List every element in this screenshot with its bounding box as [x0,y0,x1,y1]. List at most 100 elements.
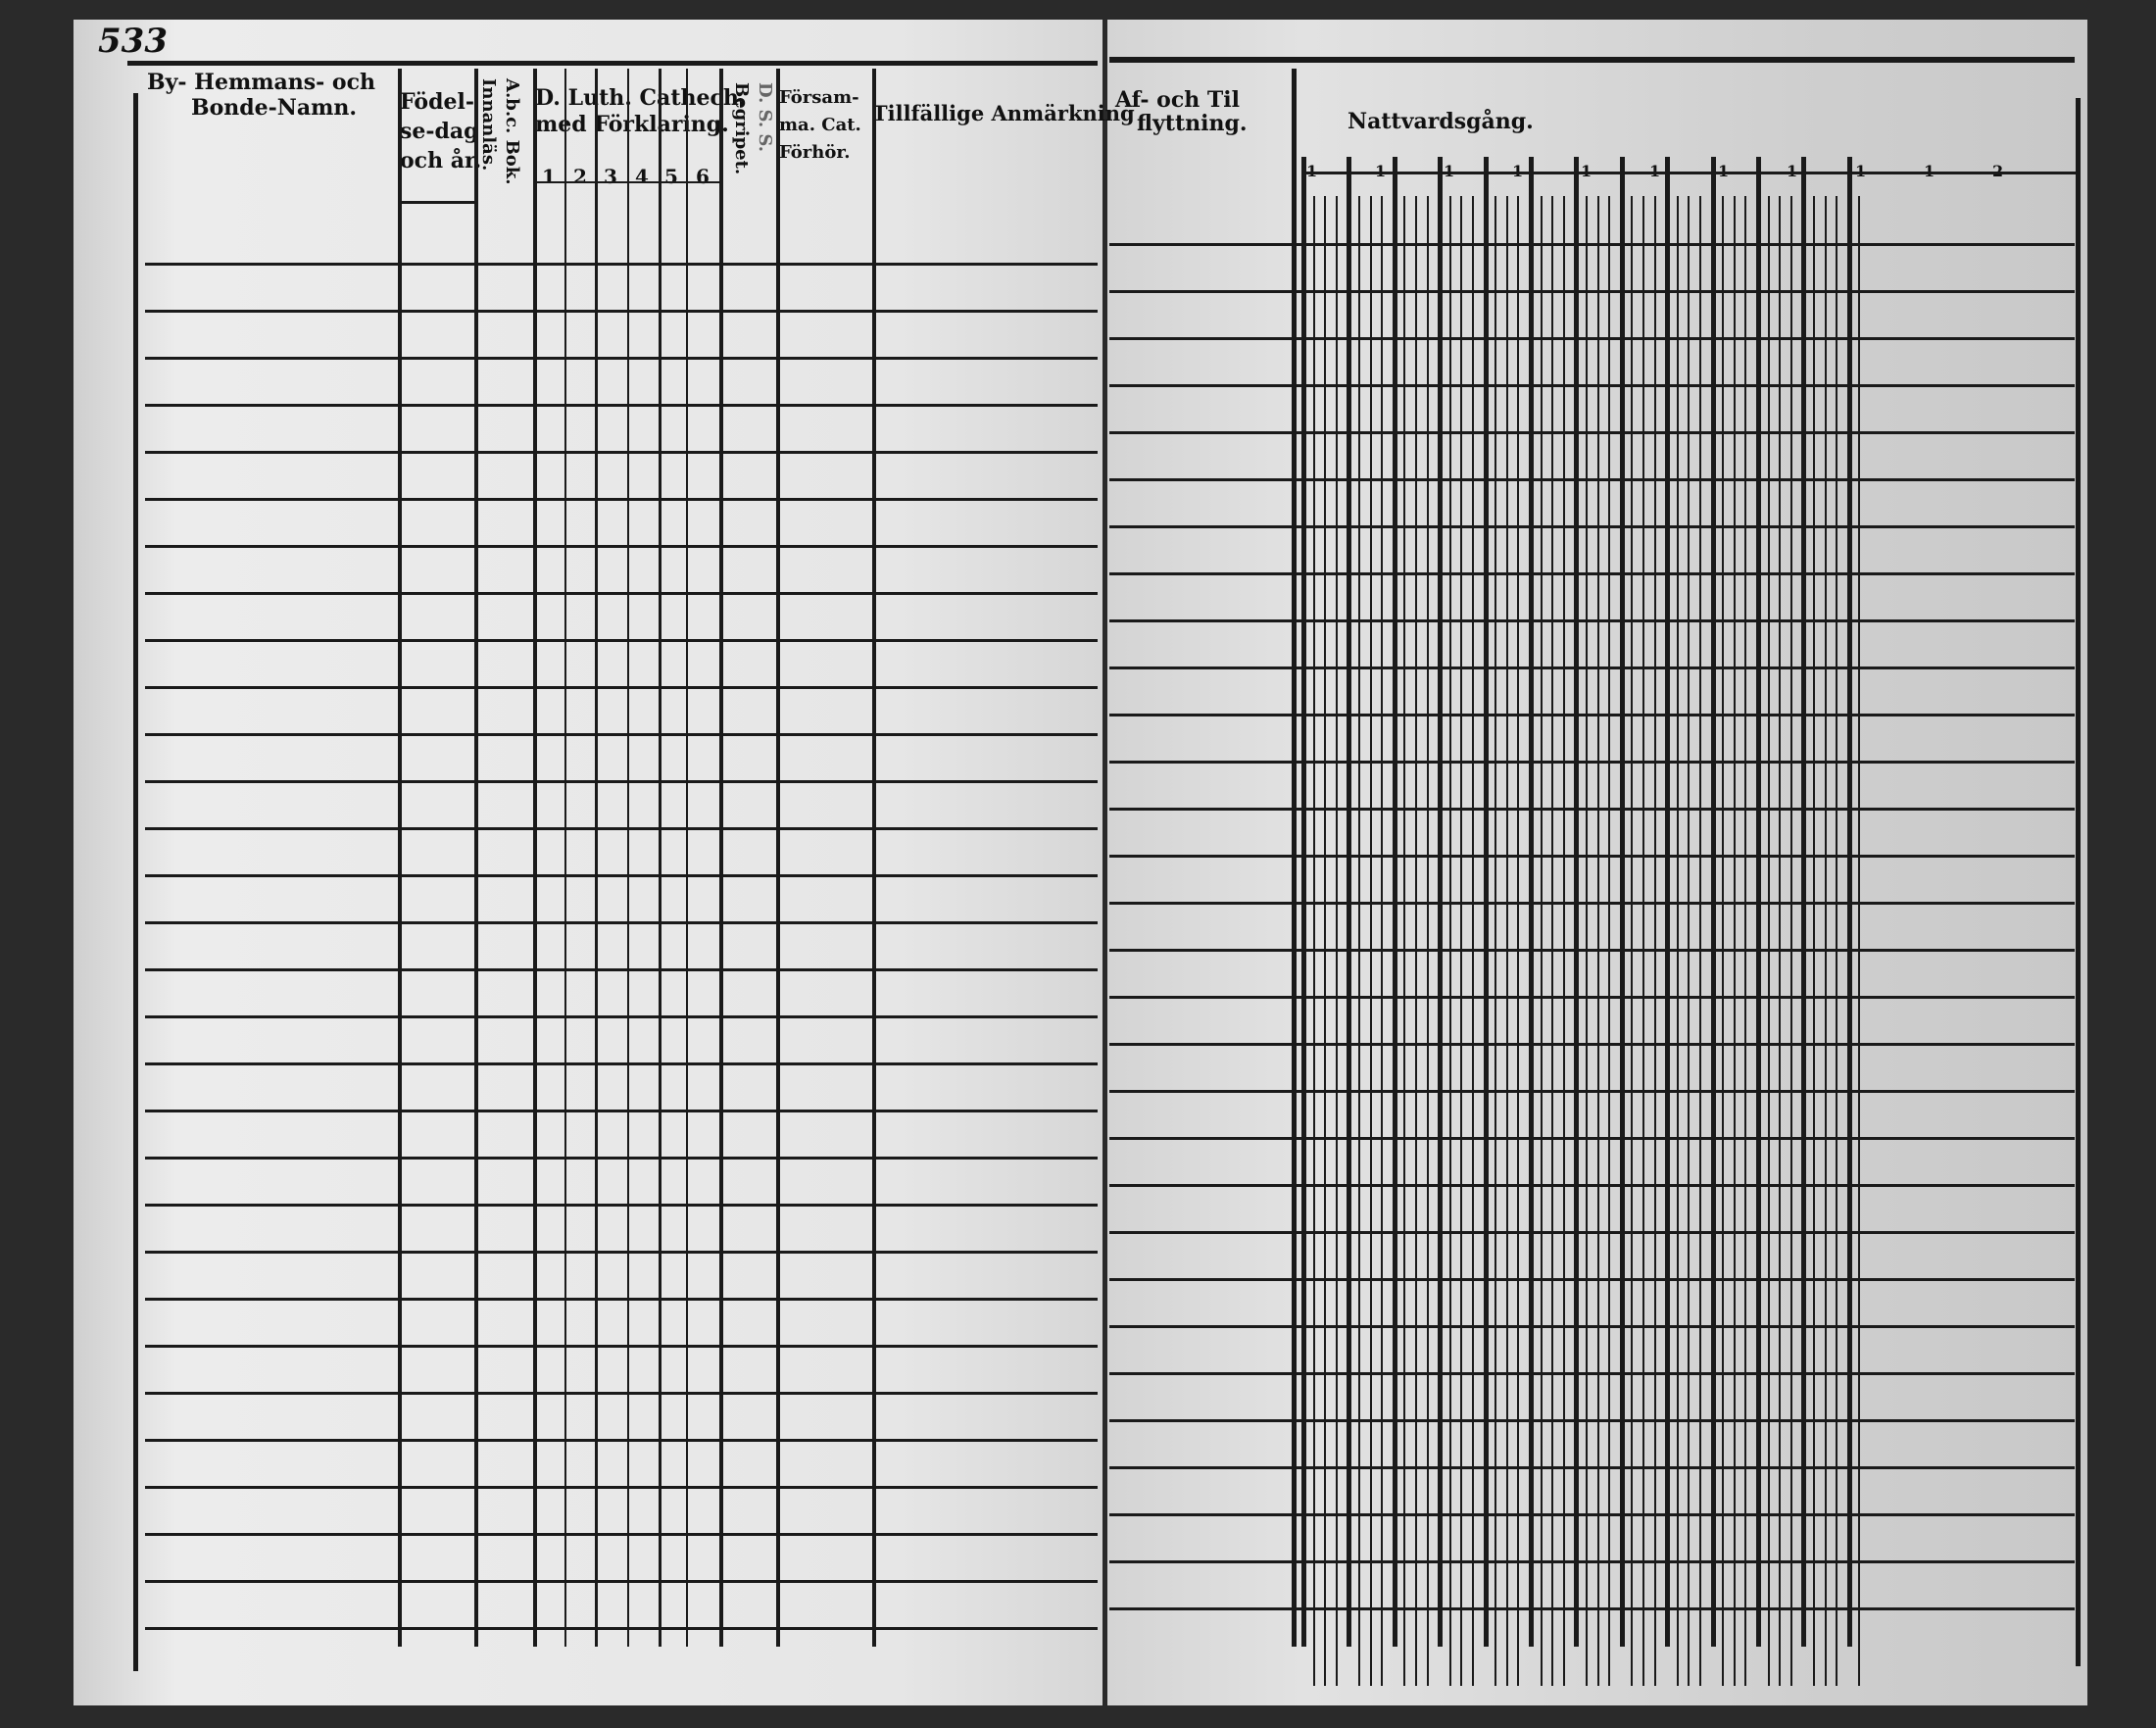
nattvard-column-number: 1 [1718,162,1729,180]
header-fodelse-2: se-dag [400,119,479,144]
header-forsamling-1: Försam- [779,87,859,108]
row-rule [1109,1372,2075,1375]
header-forsamling-2: ma. Cat. [779,115,861,135]
row-rule [1109,525,2075,528]
header-af-och-til: Af- och Til [1115,87,1240,113]
row-rule [145,1392,1098,1395]
header-rule [1109,57,2075,63]
header-rule [1301,172,2076,174]
column-rule [1734,196,1736,1686]
row-rule [145,921,1098,924]
column-rule [564,69,566,1647]
row-rule [1109,714,2075,716]
row-rule [145,1627,1098,1630]
row-rule [145,592,1098,595]
row-rule [1109,1090,2075,1093]
column-rule [719,69,723,1647]
column-rule [1517,196,1519,1686]
row-rule [145,874,1098,877]
row-rule [1109,1607,2075,1610]
row-rule [1109,1560,2075,1563]
column-rule [1744,196,1746,1686]
row-rule [1109,1043,2075,1046]
row-rule [1109,1325,2075,1328]
column-rule [1688,196,1690,1686]
row-rule [145,1345,1098,1348]
column-rule [1631,196,1633,1686]
column-rule [1449,196,1451,1686]
row-rule [1109,1231,2075,1234]
column-rule [1790,196,1792,1686]
column-rule [872,69,876,1647]
row-rule [145,1580,1098,1583]
column-rule [1813,196,1815,1686]
row-rule [145,545,1098,548]
row-rule [1109,619,2075,622]
column-rule [1370,196,1372,1686]
row-rule [1109,761,2075,764]
column-rule [1699,196,1701,1686]
column-rule [1722,196,1724,1686]
column-rule [1472,196,1474,1686]
page-number: 533 [98,22,168,61]
column-rule [1506,196,1508,1686]
row-rule [1109,1419,2075,1422]
row-rule [145,827,1098,830]
column-rule [1358,196,1360,1686]
column-rule [1403,196,1405,1686]
row-rule [145,1439,1098,1442]
row-rule [1109,572,2075,575]
row-rule [145,498,1098,501]
column-rule [1460,196,1462,1686]
row-rule [145,451,1098,454]
nattvard-column-number: 1 [1375,162,1386,180]
column-rule [1836,196,1838,1686]
column-rule [1415,196,1417,1686]
column-rule [1427,196,1429,1686]
row-rule [145,1015,1098,1018]
column-rule [1677,196,1679,1686]
column-rule [1597,196,1599,1686]
cathech-column-number: 1 [542,165,556,188]
row-rule [1109,667,2075,669]
left-page [74,20,1102,1705]
row-rule [145,733,1098,736]
cathech-column-number: 3 [604,165,617,188]
column-rule [1563,196,1565,1686]
row-rule [145,686,1098,689]
row-rule [1109,1513,2075,1516]
row-rule [1109,478,2075,481]
row-rule [145,639,1098,642]
nattvard-column-number: 1 [1855,162,1866,180]
nattvard-column-number: 1 [1306,162,1317,180]
row-rule [145,1298,1098,1301]
cathech-column-number: 4 [635,165,649,188]
row-rule [1109,337,2075,340]
cathech-column-number: 5 [664,165,678,188]
column-rule [1313,196,1315,1686]
column-rule [1825,196,1827,1686]
row-rule [145,1486,1098,1489]
row-rule [1109,855,2075,858]
row-rule [145,1533,1098,1536]
row-rule [145,310,1098,313]
nattvard-column-number: 1 [1787,162,1797,180]
column-rule [398,69,402,1647]
header-rule [533,181,719,183]
column-rule [1858,196,1860,1686]
row-rule [1109,1184,2075,1187]
column-rule [1381,196,1383,1686]
column-rule [1654,196,1656,1686]
row-rule [1109,1466,2075,1469]
row-rule [145,968,1098,971]
row-rule [145,1110,1098,1112]
row-rule [145,1251,1098,1254]
column-rule [1608,196,1610,1686]
nattvard-column-number: 1 [1512,162,1523,180]
column-rule [2076,98,2081,1666]
header-nattvardsgang: Nattvardsgång. [1348,109,1534,134]
column-rule [595,69,598,1647]
column-rule [1586,196,1588,1686]
row-rule [1109,949,2075,952]
nattvard-column-number: 1 [1924,162,1935,180]
